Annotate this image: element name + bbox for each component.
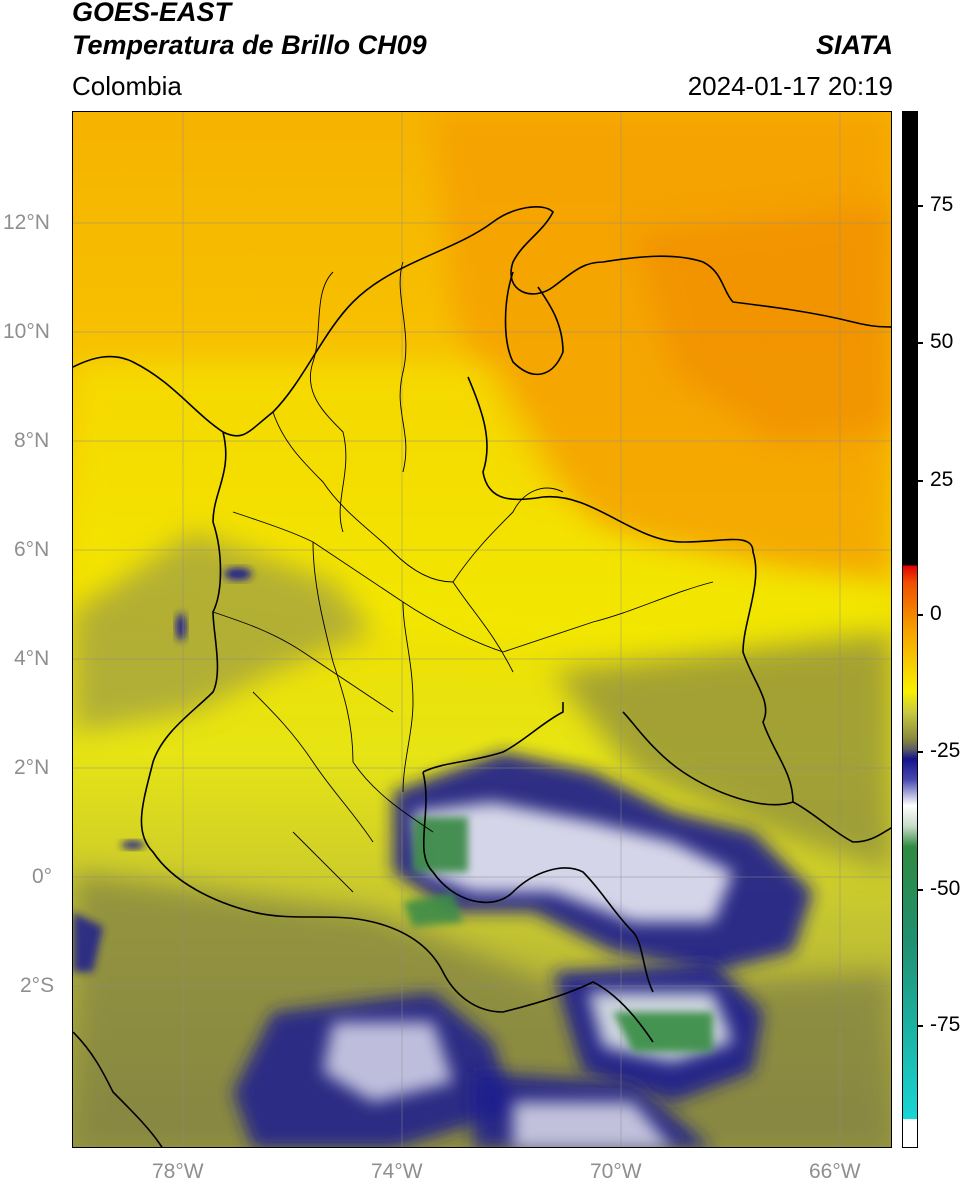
satellite-title: GOES-EAST bbox=[72, 0, 232, 27]
cb-label-50: 50 bbox=[930, 330, 954, 353]
cb-label-m25: -25 bbox=[930, 739, 961, 762]
department-borders bbox=[212, 261, 714, 893]
lat-label-2s: 2°S bbox=[20, 974, 55, 997]
storm-bottom-core bbox=[513, 1102, 672, 1147]
cb-label-75: 75 bbox=[930, 193, 954, 216]
cb-label-m50: -50 bbox=[930, 877, 961, 900]
storm-west-edge bbox=[73, 912, 103, 972]
lon-label-70w: 70°W bbox=[590, 1160, 642, 1183]
gridlines bbox=[73, 112, 891, 1147]
cb-label-m75: -75 bbox=[930, 1013, 961, 1036]
region-label: Colombia bbox=[72, 71, 182, 101]
storm-north-core bbox=[413, 802, 733, 922]
storm-green-1 bbox=[413, 817, 468, 872]
cb-tick-75 bbox=[917, 205, 923, 207]
lat-label-2n: 2°N bbox=[14, 756, 50, 779]
lon-label-66w: 66°W bbox=[809, 1160, 861, 1183]
cb-tick-m50 bbox=[917, 889, 923, 891]
cb-tick-m25 bbox=[917, 751, 923, 753]
lat-label-0: 0° bbox=[32, 865, 53, 888]
storm-cell-sw bbox=[121, 841, 145, 849]
cloud-nw bbox=[73, 532, 373, 732]
warm-core bbox=[633, 202, 891, 442]
country-borders bbox=[73, 206, 891, 1147]
cb-label-0: 0 bbox=[930, 602, 942, 625]
lat-label-6n: 6°N bbox=[14, 538, 50, 561]
lon-label-78w: 78°W bbox=[152, 1160, 204, 1183]
lat-label-4n: 4°N bbox=[14, 647, 50, 670]
cb-tick-25 bbox=[917, 480, 923, 482]
product-title: Temperatura de Brillo CH09 bbox=[72, 30, 427, 60]
lat-label-12n: 12°N bbox=[3, 211, 50, 234]
storm-cell-nw bbox=[224, 568, 252, 580]
cloud-east bbox=[553, 632, 891, 872]
cb-tick-m75 bbox=[917, 1025, 923, 1027]
cb-tick-0 bbox=[917, 614, 923, 616]
storm-green-2 bbox=[403, 892, 463, 927]
cb-tick-50 bbox=[917, 342, 923, 344]
organization-label: SIATA bbox=[816, 30, 893, 60]
lat-label-8n: 8°N bbox=[14, 429, 50, 452]
lon-label-74w: 74°W bbox=[371, 1160, 423, 1183]
map-panel[interactable] bbox=[72, 111, 892, 1148]
datetime-label: 2024-01-17 20:19 bbox=[687, 71, 893, 101]
lat-label-10n: 10°N bbox=[3, 320, 50, 343]
storm-cell-pacific bbox=[176, 613, 186, 641]
cb-label-25: 25 bbox=[930, 468, 954, 491]
colorbar bbox=[902, 111, 918, 1148]
storm-sw-core bbox=[323, 1022, 453, 1102]
satellite-imagery bbox=[73, 112, 891, 1147]
